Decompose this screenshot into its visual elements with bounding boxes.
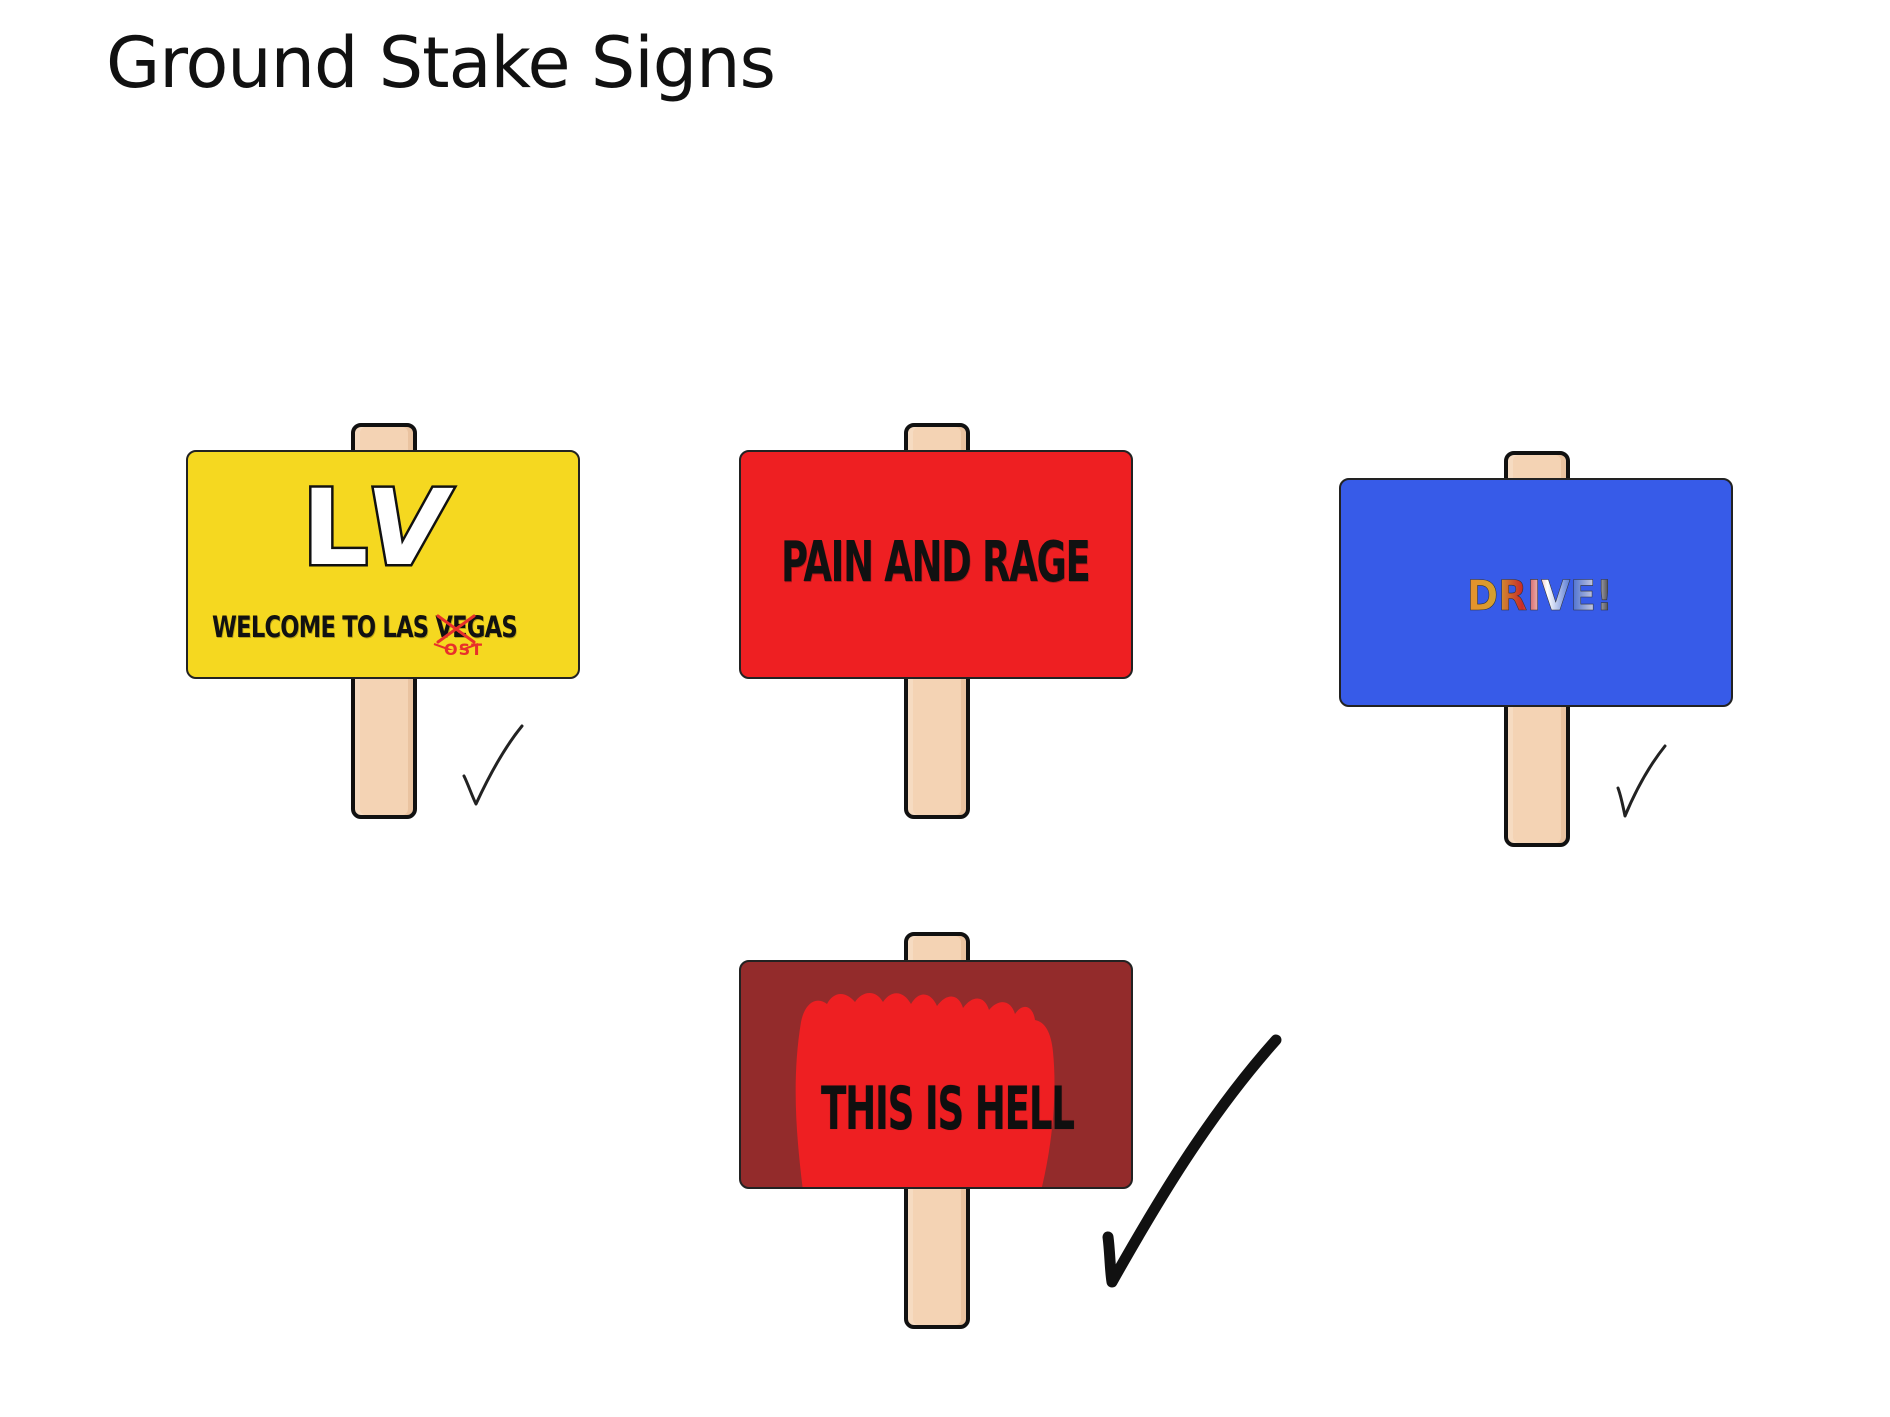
welcome-text: WELCOME TO LAS VEGAS OST [212,610,572,659]
welcome-text-before: WELCOME TO L [212,610,397,644]
sign-this-is-hell: THIS IS HELL [739,932,1133,1329]
sign-board-blue: DRIVE! [1339,478,1733,707]
correction-text: OST [444,640,484,659]
lv-logo: L V [300,468,457,578]
sign-lv: L V WELCOME TO LAS VEGAS OST [186,423,580,819]
pain-and-rage-text: PAIN AND RAGE [781,530,1091,595]
sign-board-red: PAIN AND RAGE [739,450,1133,679]
sign-drive: DRIVE! [1339,451,1733,847]
check-mark-icon [462,724,524,806]
svg-text:V: V [366,468,454,578]
sign-pain-and-rage: PAIN AND RAGE [739,423,1133,819]
sign-board-dark-red: THIS IS HELL [739,960,1133,1189]
this-is-hell-text: THIS IS HELL [821,1074,1075,1144]
page-title: Ground Stake Signs [106,22,776,104]
svg-text:L: L [302,468,368,578]
flame-shape [795,993,1055,1187]
svg-text:DRIVE!: DRIVE! [1467,571,1613,620]
check-mark-icon [1616,744,1667,818]
struck-letters: AS [396,610,429,644]
sign-board-yellow: L V WELCOME TO LAS VEGAS OST [186,450,580,679]
check-mark-icon [1102,1034,1282,1288]
drive-text: DRIVE! [1467,571,1613,620]
welcome-text-after: VEGAS [428,610,517,644]
